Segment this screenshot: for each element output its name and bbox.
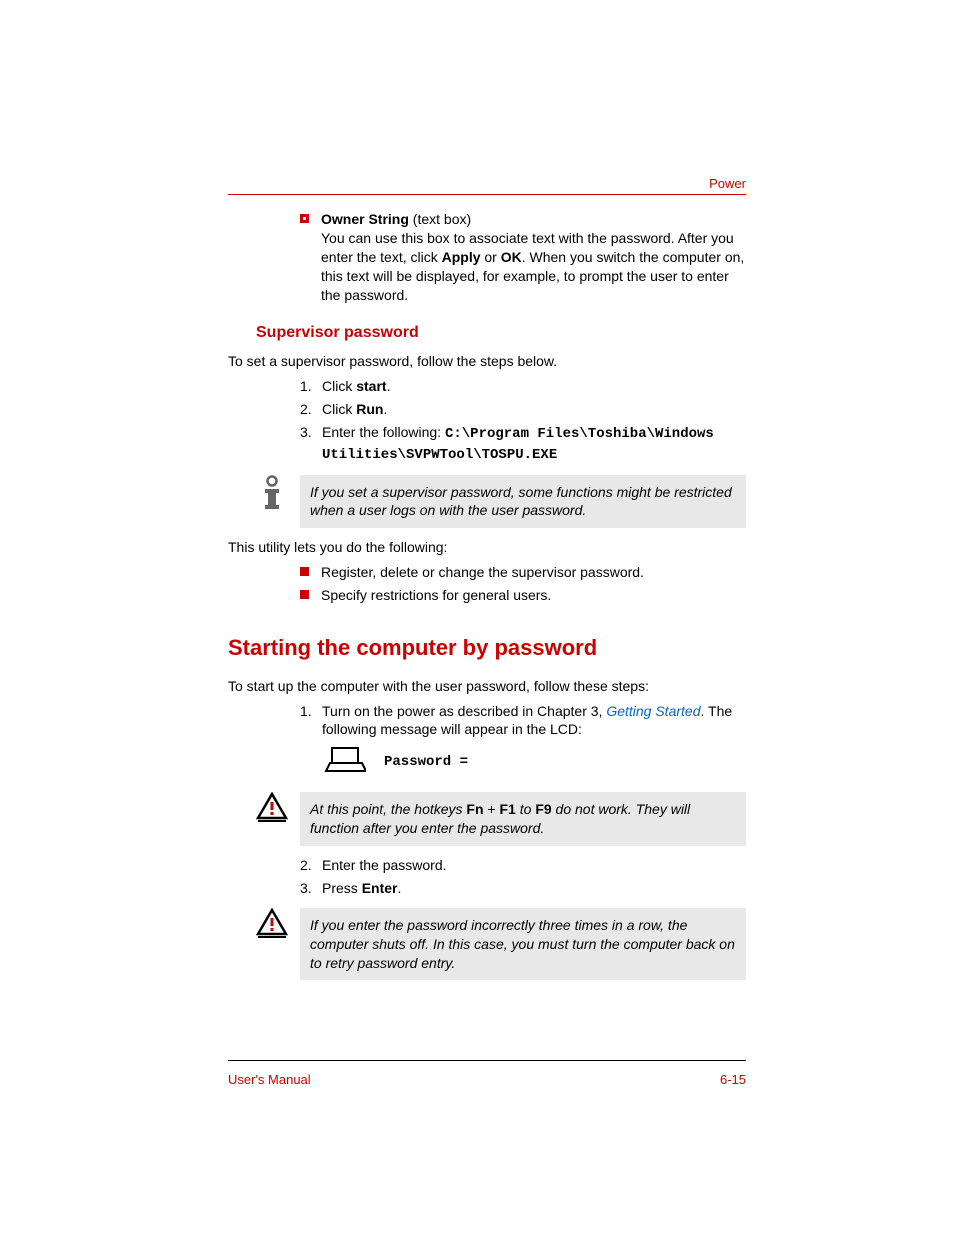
supervisor-after: This utility lets you do the following: — [228, 538, 746, 557]
supervisor-heading: Supervisor password — [256, 322, 746, 344]
owner-string-item: Owner String (text box) You can use this… — [300, 210, 746, 304]
getting-started-link[interactable]: Getting Started — [606, 703, 700, 719]
caution-note-1-text: At this point, the hotkeys Fn + F1 to F9… — [300, 792, 746, 846]
supervisor-bullet-2: Specify restrictions for general users. — [300, 586, 746, 605]
header-rule — [228, 194, 746, 195]
step-number: 1. — [300, 377, 322, 396]
step-number: 1. — [300, 702, 322, 740]
info-icon — [256, 475, 288, 516]
supervisor-step-3: 3. Enter the following: C:\Program Files… — [300, 423, 746, 465]
supervisor-intro: To set a supervisor password, follow the… — [228, 352, 746, 371]
step-number: 3. — [300, 423, 322, 465]
header-section: Power — [709, 175, 746, 193]
password-prompt-text: Password = — [384, 753, 468, 772]
footer-page-number: 6-15 — [720, 1071, 746, 1089]
bullet-square-icon — [300, 214, 309, 223]
step-number: 2. — [300, 856, 322, 875]
content: Owner String (text box) You can use this… — [228, 210, 746, 990]
starting-heading: Starting the computer by password — [228, 633, 746, 663]
caution-icon — [256, 792, 288, 827]
starting-step-1: 1. Turn on the power as described in Cha… — [300, 702, 746, 740]
supervisor-step-1: 1. Click start. — [300, 377, 746, 396]
owner-string-title: Owner String — [321, 211, 409, 227]
footer-left: User's Manual — [228, 1071, 311, 1089]
page: Power Owner String (text box) You can us… — [0, 0, 954, 1235]
supervisor-step-2: 2. Click Run. — [300, 400, 746, 419]
caution-icon — [256, 908, 288, 943]
caution-note-1: At this point, the hotkeys Fn + F1 to F9… — [228, 792, 746, 846]
step-number: 2. — [300, 400, 322, 419]
starting-step-3: 3. Press Enter. — [300, 879, 746, 898]
caution-note-2: If you enter the password incorrectly th… — [228, 908, 746, 981]
owner-string-text: Owner String (text box) You can use this… — [321, 210, 746, 304]
password-prompt-row: Password = — [228, 745, 746, 780]
footer-rule — [228, 1060, 746, 1061]
starting-intro: To start up the computer with the user p… — [228, 677, 746, 696]
laptop-icon — [324, 745, 366, 780]
footer: User's Manual 6-15 — [228, 1060, 746, 1089]
step-number: 3. — [300, 879, 322, 898]
info-note: If you set a supervisor password, some f… — [228, 475, 746, 529]
bullet-square-solid-icon — [300, 567, 309, 576]
caution-note-2-text: If you enter the password incorrectly th… — [300, 908, 746, 981]
starting-step-2: 2. Enter the password. — [300, 856, 746, 875]
bullet-square-solid-icon — [300, 590, 309, 599]
info-note-text: If you set a supervisor password, some f… — [300, 475, 746, 529]
supervisor-bullet-1: Register, delete or change the superviso… — [300, 563, 746, 582]
